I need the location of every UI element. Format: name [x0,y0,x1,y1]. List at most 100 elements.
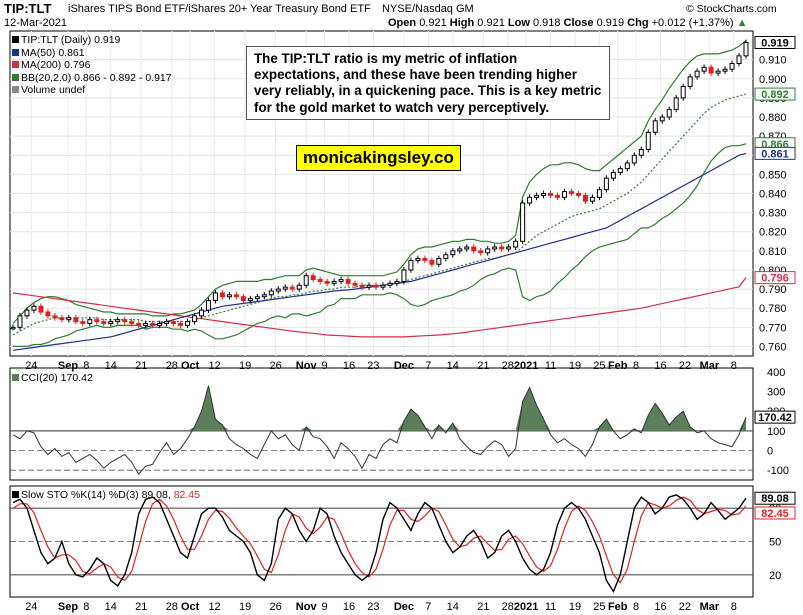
candle-body [575,193,581,196]
candle [443,251,449,262]
sto-x-tick-label: 14 [105,601,117,613]
candle [17,312,23,331]
sto-k-tag-box [754,491,796,505]
sto-k-line [12,494,747,594]
sto-y-tick-label: 20 [769,570,781,582]
candle-body [471,246,477,252]
chart-exchange: NYSE/Nasdaq GM [382,3,474,15]
close-label: Close [563,17,594,29]
sto-x-tick-label: 28 [502,601,514,613]
candle-body [87,319,93,325]
candle-body [45,311,51,317]
chart-symbol: TIP:TLT [4,1,52,16]
candle-body [226,294,232,298]
sto-x-tick-label: Oct [181,601,200,613]
candle [171,318,177,327]
sto-x-tick-label: 19 [569,601,581,613]
sto-x-tick-label: Sep [58,601,78,613]
candle [610,169,616,182]
candle [575,190,581,199]
candle [541,190,547,199]
price-x-tick-label: 19 [239,360,251,372]
close-value: 0.919 [596,17,625,29]
candle-body [513,240,519,248]
candle-body [673,97,679,110]
candle-body [164,321,170,324]
candle [408,257,414,273]
candle [527,194,533,206]
candle [450,247,456,258]
candle [254,293,260,302]
price-tag-label: 0.796 [761,273,789,285]
candle-body [638,149,644,156]
candle-body [373,284,379,288]
candle [212,290,218,304]
legend-price: TIP:TLT (Daily) 0.919 [12,34,172,47]
candle [331,278,337,287]
candle [666,106,672,120]
candle [345,276,351,287]
price-tag-box [754,87,796,101]
candle-body [422,258,428,261]
cci-overbought-fill [13,385,746,431]
sto-x-tick-label: Mar [700,601,720,613]
candle-body [101,321,107,324]
candle [150,320,156,329]
candle [129,318,135,327]
candle-body [38,305,44,313]
candle [464,244,470,252]
candle-body [561,191,567,198]
candle [24,307,30,319]
candle [513,238,519,250]
candle [548,190,554,199]
watermark: © StockCharts.com [686,3,777,15]
sto-x-tick-label: 25 [593,601,605,613]
candle [415,255,421,264]
cci-value-tag: 170.42 [758,412,792,424]
candle-body [429,259,435,265]
price-x-tick-label: 25 [593,360,605,372]
candle-body [359,284,365,288]
cci-y-tick-label: -100 [767,465,789,477]
price-x-tick-label: 22 [679,360,691,372]
candle [317,276,323,285]
candle-body [506,246,512,250]
candle [694,68,700,80]
candle [534,192,540,201]
candle-body [345,279,351,284]
candle-body [534,194,540,198]
candle [143,320,149,329]
candle-body [240,296,246,302]
price-x-tick-label: 16 [343,360,355,372]
candle-body [157,323,163,326]
price-x-tick-label: 14 [447,360,459,372]
price-y-tick-label: 0.850 [759,169,787,181]
candle [722,66,728,75]
price-y-tick-label: 0.880 [759,112,787,124]
candle-body [624,162,630,170]
candle [178,320,184,329]
candle [275,286,281,294]
sto-x-tick-label: 2021 [514,601,538,613]
price-x-tick-label: 28 [502,360,514,372]
ohlc-readout: Open 0.921 High 0.921 Low 0.918 Close 0.… [388,17,748,29]
bb-lower-line [13,143,747,347]
cci-y-tick-label: 400 [767,367,785,379]
candle [80,318,86,327]
sto-d-line [12,496,747,584]
cci-y-tick-label: 300 [767,387,785,399]
candle-body [645,131,651,151]
candle [589,194,595,205]
chart-date: 12-Mar-2021 [4,17,67,29]
candle [429,257,435,268]
sto-x-tick-label: Feb [608,601,628,613]
price-x-tick-label: 16 [654,360,666,372]
candle-body [219,292,225,298]
price-x-tick-label: 7 [425,360,431,372]
candle [485,246,491,256]
sto-x-tick-label: Nov [296,601,318,613]
candle [603,175,609,193]
candle-body [415,258,421,261]
sto-d-legend: 82.45 [173,489,200,501]
candle [324,278,330,287]
